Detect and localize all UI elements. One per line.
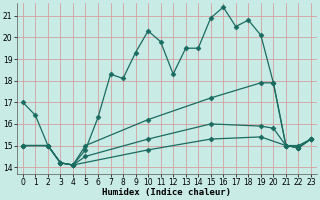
X-axis label: Humidex (Indice chaleur): Humidex (Indice chaleur)	[102, 188, 231, 197]
